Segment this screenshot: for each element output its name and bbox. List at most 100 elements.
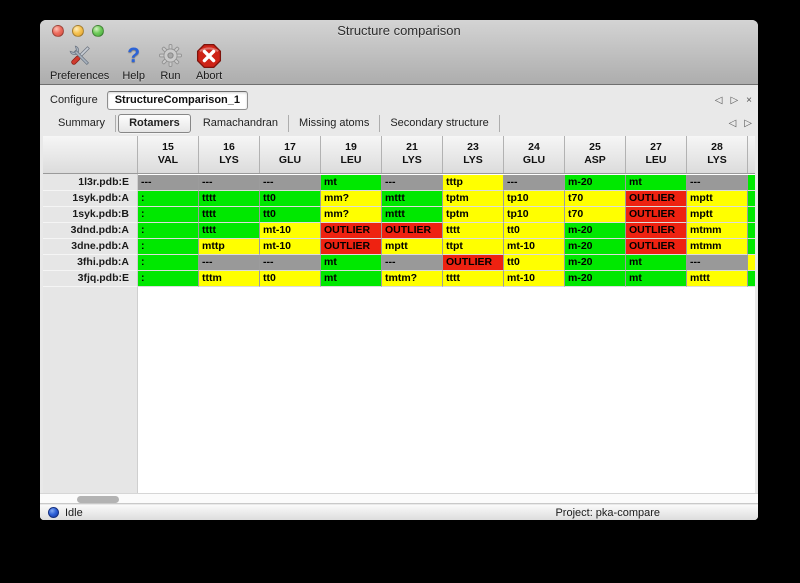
- rotamer-cell[interactable]: ttpt: [443, 239, 504, 255]
- rotamer-cell[interactable]: mt: [626, 175, 687, 191]
- rotamer-cell[interactable]: tttt: [199, 207, 260, 223]
- row-label[interactable]: 1syk.pdb:A: [43, 191, 138, 207]
- rotamer-cell[interactable]: :: [138, 223, 199, 239]
- rotamer-cell[interactable]: :: [138, 239, 199, 255]
- rotamer-cell[interactable]: mptt: [687, 191, 748, 207]
- tab-summary[interactable]: Summary: [48, 114, 117, 132]
- rotamer-cell[interactable]: tp10: [504, 191, 565, 207]
- tab-missing-atoms[interactable]: Missing atoms: [289, 114, 381, 132]
- rotamer-cell[interactable]: tt0: [504, 223, 565, 239]
- rotamer-cell[interactable]: mptt: [687, 207, 748, 223]
- preferences-button[interactable]: Preferences: [50, 42, 109, 82]
- minimize-window-icon[interactable]: [72, 25, 84, 37]
- close-window-icon[interactable]: [52, 25, 64, 37]
- rotamer-cell[interactable]: m-20: [565, 239, 626, 255]
- configure-name-input[interactable]: StructureComparison_1: [106, 90, 249, 110]
- help-button[interactable]: ? Help: [122, 42, 145, 82]
- rotamer-cell[interactable]: OUTLIER: [382, 223, 443, 239]
- rotamer-cell[interactable]: t70: [565, 207, 626, 223]
- rotamer-cell[interactable]: mttp: [199, 239, 260, 255]
- close-config-icon[interactable]: ×: [746, 94, 752, 106]
- rotamer-cell[interactable]: OUTLIER: [626, 239, 687, 255]
- rotamer-cell[interactable]: mt-10: [504, 239, 565, 255]
- tab-secondary-structure[interactable]: Secondary structure: [380, 114, 500, 132]
- rotamer-cell[interactable]: ---: [382, 175, 443, 191]
- window-title: Structure comparison: [337, 23, 461, 38]
- rotamer-cell[interactable]: tptm: [443, 191, 504, 207]
- rotamer-cell[interactable]: tt0: [260, 207, 321, 223]
- row-label[interactable]: 3fhi.pdb:A: [43, 255, 138, 271]
- rotamer-cell[interactable]: mt: [321, 271, 382, 287]
- rotamer-cell[interactable]: :: [138, 207, 199, 223]
- rotamer-cell[interactable]: ---: [260, 255, 321, 271]
- rotamer-cell[interactable]: tptm: [443, 207, 504, 223]
- rotamer-cell[interactable]: :: [138, 271, 199, 287]
- rotamer-cell[interactable]: mtmm: [687, 223, 748, 239]
- rotamer-cell[interactable]: mm?: [321, 207, 382, 223]
- run-button[interactable]: Run: [158, 42, 183, 82]
- rotamer-cell[interactable]: t70: [565, 191, 626, 207]
- rotamer-cell[interactable]: ---: [260, 175, 321, 191]
- rotamer-cell[interactable]: OUTLIER: [626, 223, 687, 239]
- rotamer-cell[interactable]: tp10: [504, 207, 565, 223]
- rotamer-cell[interactable]: tttt: [199, 223, 260, 239]
- rotamer-cell[interactable]: m-20: [565, 223, 626, 239]
- rotamer-cell[interactable]: m-20: [565, 255, 626, 271]
- tab-scroll-left-icon[interactable]: ◁: [728, 117, 737, 129]
- row-label[interactable]: 3fjq.pdb:E: [43, 271, 138, 287]
- rotamer-cell[interactable]: ---: [687, 175, 748, 191]
- rotamer-cell[interactable]: mttt: [382, 191, 443, 207]
- title-bar[interactable]: Structure comparison: [40, 20, 758, 41]
- zoom-window-icon[interactable]: [92, 25, 104, 37]
- rotamer-cell[interactable]: ---: [382, 255, 443, 271]
- tab-scroll-right-icon[interactable]: ▷: [744, 117, 752, 129]
- rotamer-cell[interactable]: OUTLIER: [443, 255, 504, 271]
- row-label[interactable]: 1l3r.pdb:E: [43, 175, 138, 191]
- rotamer-cell[interactable]: OUTLIER: [626, 191, 687, 207]
- rotamer-cell[interactable]: tttt: [443, 223, 504, 239]
- rotamer-cell[interactable]: tt0: [260, 191, 321, 207]
- rotamer-cell[interactable]: OUTLIER: [626, 207, 687, 223]
- rotamer-cell[interactable]: ---: [199, 175, 260, 191]
- rotamer-cell[interactable]: OUTLIER: [321, 223, 382, 239]
- rotamer-cell[interactable]: mt: [321, 175, 382, 191]
- rotamer-cell[interactable]: OUTLIER: [321, 239, 382, 255]
- rotamer-cell[interactable]: tt0: [260, 271, 321, 287]
- rotamer-cell[interactable]: mt: [321, 255, 382, 271]
- horizontal-scrollbar[interactable]: [40, 493, 758, 504]
- rotamer-cell[interactable]: ---: [199, 255, 260, 271]
- rotamer-cell[interactable]: tttp: [443, 175, 504, 191]
- rotamer-cell[interactable]: tttm: [199, 271, 260, 287]
- abort-button[interactable]: Abort: [196, 42, 222, 82]
- rotamer-cell[interactable]: ---: [687, 255, 748, 271]
- row-label[interactable]: 1syk.pdb:B: [43, 207, 138, 223]
- rotamer-cell[interactable]: mt-10: [260, 223, 321, 239]
- tab-rotamers[interactable]: Rotamers: [118, 113, 191, 133]
- rotamer-cell[interactable]: tmtm?: [382, 271, 443, 287]
- rotamer-cell[interactable]: mtmm: [687, 239, 748, 255]
- rotamer-cell[interactable]: mttt: [687, 271, 748, 287]
- rotamer-cell[interactable]: ---: [504, 175, 565, 191]
- column-residue: LEU: [645, 154, 667, 166]
- tab-ramachandran[interactable]: Ramachandran: [193, 114, 290, 132]
- rotamer-cell[interactable]: tttt: [443, 271, 504, 287]
- row-label[interactable]: 3dnd.pdb:A: [43, 223, 138, 239]
- rotamer-cell[interactable]: mt-10: [504, 271, 565, 287]
- rotamer-cell[interactable]: mptt: [382, 239, 443, 255]
- rotamer-cell[interactable]: mm?: [321, 191, 382, 207]
- rotamer-cell[interactable]: mt-10: [260, 239, 321, 255]
- rotamer-cell[interactable]: :: [138, 191, 199, 207]
- rotamer-cell[interactable]: mt: [626, 255, 687, 271]
- rotamer-cell[interactable]: ---: [138, 175, 199, 191]
- rotamer-cell[interactable]: mttt: [382, 207, 443, 223]
- rotamer-cell[interactable]: mt: [626, 271, 687, 287]
- rotamer-cell[interactable]: m-20: [565, 271, 626, 287]
- rotamer-cell[interactable]: tt0: [504, 255, 565, 271]
- scrollbar-thumb[interactable]: [77, 496, 119, 503]
- rotamer-cell[interactable]: :: [138, 255, 199, 271]
- rotamer-cell[interactable]: tttt: [199, 191, 260, 207]
- rotamer-cell[interactable]: m-20: [565, 175, 626, 191]
- nav-forward-icon[interactable]: ▷: [730, 94, 739, 106]
- nav-back-icon[interactable]: ◁: [714, 94, 723, 106]
- row-label[interactable]: 3dne.pdb:A: [43, 239, 138, 255]
